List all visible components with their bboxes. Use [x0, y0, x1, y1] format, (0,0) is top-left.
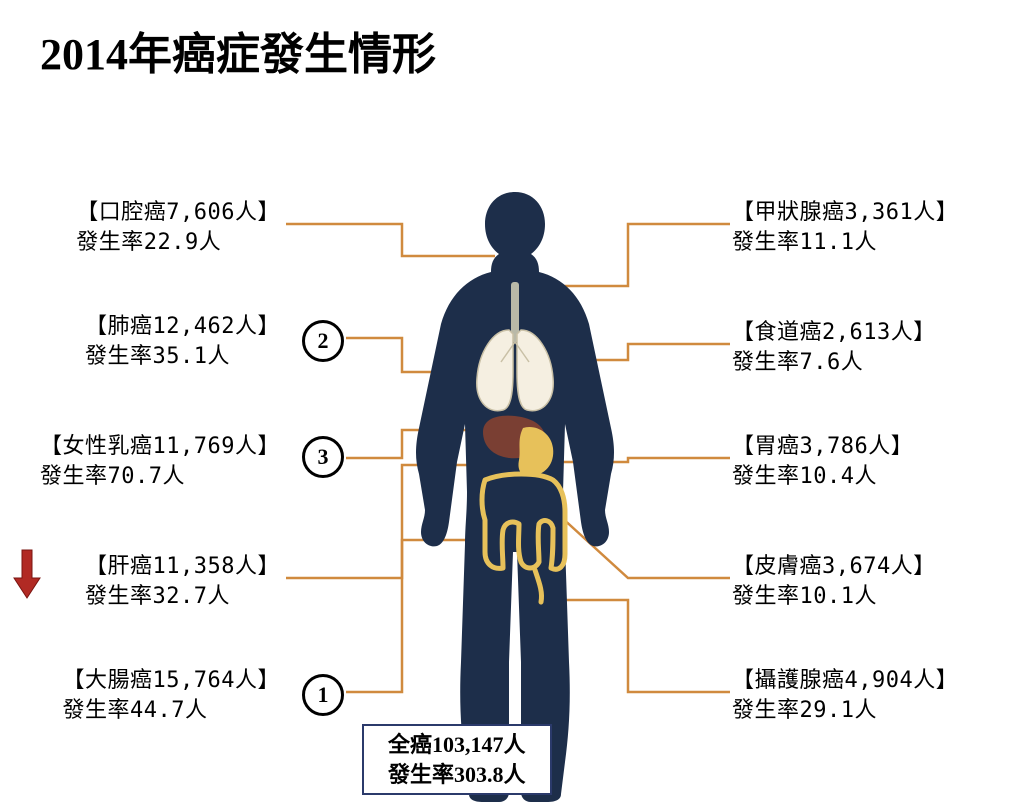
callout-oral: 【口腔癌7,606人】發生率22.9人: [76, 198, 280, 257]
callout-line2: 發生率22.9人: [76, 228, 280, 258]
rank-badge-2: 2: [302, 320, 344, 362]
summary-box: 全癌103,147人 發生率303.8人: [362, 724, 552, 795]
infographic-stage: 2014年癌症發生情形 【口腔癌7,606人】發生率22.9人【肺癌12,462…: [0, 0, 1023, 812]
callout-line1: 【甲狀腺癌3,361人】: [732, 198, 958, 228]
callout-line2: 發生率10.4人: [732, 462, 913, 492]
summary-line1: 全癌103,147人: [388, 732, 526, 757]
callout-line2: 發生率11.1人: [732, 228, 958, 258]
callout-line2: 發生率70.7人: [40, 462, 280, 492]
callout-prostate: 【攝護腺癌4,904人】發生率29.1人: [732, 666, 958, 725]
callout-line1: 【口腔癌7,606人】: [76, 198, 280, 228]
callout-line1: 【胃癌3,786人】: [732, 432, 913, 462]
callout-thyroid: 【甲狀腺癌3,361人】發生率11.1人: [732, 198, 958, 257]
rank-badge-1: 1: [302, 674, 344, 716]
callout-line1: 【大腸癌15,764人】: [63, 666, 280, 696]
callout-line1: 【肺癌12,462人】: [85, 312, 280, 342]
callout-skin: 【皮膚癌3,674人】發生率10.1人: [732, 552, 936, 611]
callout-line1: 【女性乳癌11,769人】: [40, 432, 280, 462]
down-arrow-icon: [12, 548, 42, 600]
callout-line1: 【食道癌2,613人】: [732, 318, 936, 348]
page-title: 2014年癌症發生情形: [40, 18, 436, 82]
callout-line1: 【皮膚癌3,674人】: [732, 552, 936, 582]
callout-breast: 【女性乳癌11,769人】發生率70.7人: [40, 432, 280, 491]
callout-gastric: 【胃癌3,786人】發生率10.4人: [732, 432, 913, 491]
callout-lung: 【肺癌12,462人】發生率35.1人: [85, 312, 280, 371]
callout-colon: 【大腸癌15,764人】發生率44.7人: [63, 666, 280, 725]
summary-line2: 發生率303.8人: [388, 762, 526, 787]
callout-liver: 【肝癌11,358人】發生率32.7人: [85, 552, 280, 611]
human-body-icon: [405, 192, 625, 802]
callout-line2: 發生率7.6人: [732, 348, 936, 378]
callout-line2: 發生率44.7人: [63, 696, 280, 726]
callout-esoph: 【食道癌2,613人】發生率7.6人: [732, 318, 936, 377]
callout-line1: 【攝護腺癌4,904人】: [732, 666, 958, 696]
callout-line2: 發生率35.1人: [85, 342, 280, 372]
callout-line2: 發生率32.7人: [85, 582, 280, 612]
callout-line2: 發生率10.1人: [732, 582, 936, 612]
callout-line2: 發生率29.1人: [732, 696, 958, 726]
callout-line1: 【肝癌11,358人】: [85, 552, 280, 582]
rank-badge-3: 3: [302, 436, 344, 478]
